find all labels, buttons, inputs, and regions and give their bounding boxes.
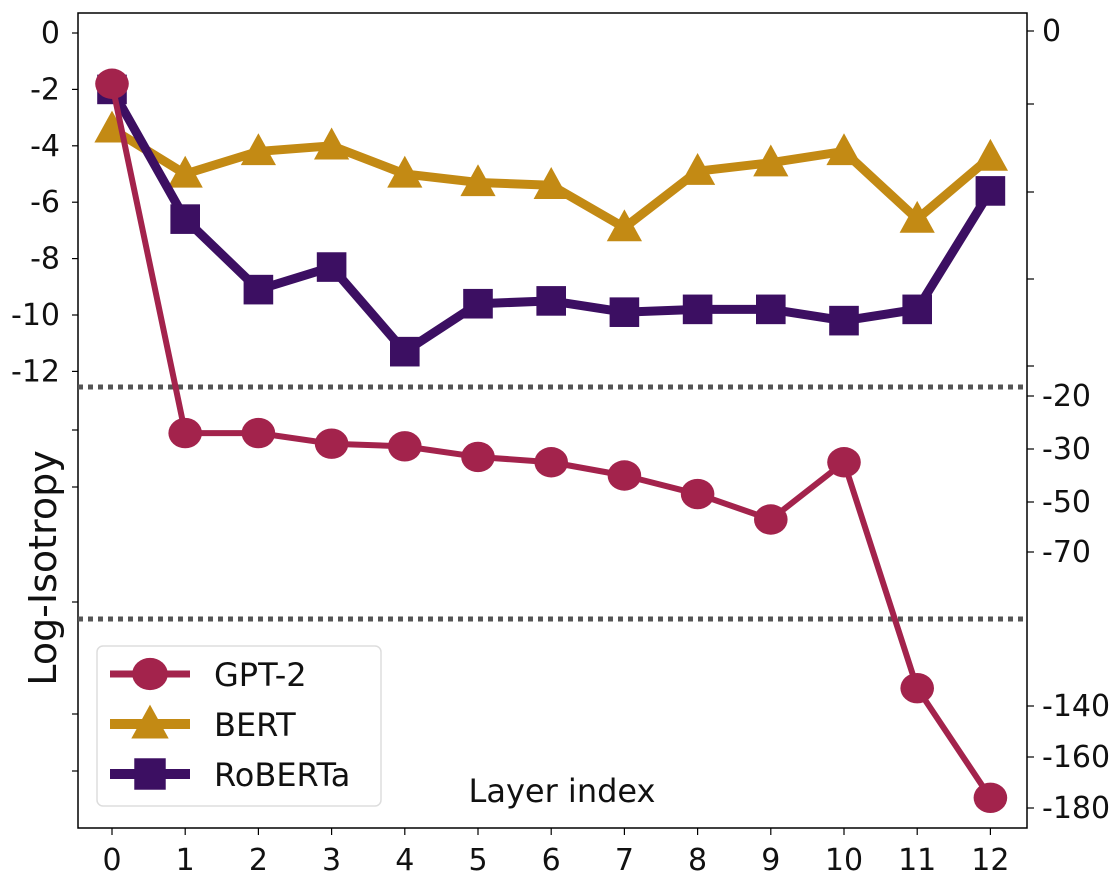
data-point-roberta (975, 176, 1006, 206)
legend-marker-roberta (134, 758, 166, 790)
legend-label-gpt-2: GPT-2 (214, 656, 307, 694)
right-y-tick-label: -50 (1042, 485, 1091, 520)
legend-box (96, 645, 382, 807)
data-point-gpt-2 (95, 68, 129, 99)
x-tick-label: 8 (688, 843, 707, 878)
data-point-roberta (463, 288, 493, 319)
x-tick-label: 12 (971, 843, 1009, 878)
data-point-gpt-2 (168, 417, 202, 449)
data-point-roberta (170, 204, 200, 234)
data-point-bert (387, 155, 423, 188)
left-y-tick-label: -6 (30, 185, 60, 220)
data-point-roberta (243, 274, 274, 305)
data-point-roberta (390, 336, 420, 367)
data-point-bert (899, 200, 935, 233)
legend-label-roberta: RoBERTa (214, 756, 350, 794)
legend-marker-bert (131, 704, 169, 739)
series-gpt-2 (95, 68, 1008, 813)
left-y-tick-label: 0 (41, 16, 60, 51)
data-point-gpt-2 (388, 431, 422, 462)
data-point-gpt-2 (534, 447, 568, 478)
legend-label-bert: BERT (214, 706, 296, 744)
right-y-tick-label: -30 (1042, 432, 1091, 467)
x-tick-label: 9 (761, 843, 780, 878)
data-point-gpt-2 (754, 504, 788, 535)
data-point-roberta (829, 305, 859, 336)
x-tick-label: 7 (615, 843, 634, 878)
data-point-gpt-2 (461, 441, 495, 473)
data-point-gpt-2 (900, 672, 934, 704)
x-tick-label: 10 (825, 843, 863, 878)
left-y-tick-label: -8 (30, 242, 60, 277)
left-y-tick-label: -12 (11, 354, 60, 389)
data-point-bert (167, 155, 203, 188)
x-tick-label: 2 (249, 843, 268, 878)
data-point-bert (460, 164, 496, 197)
left-y-tick-label: -4 (30, 129, 60, 164)
data-point-bert (680, 152, 716, 185)
x-tick-label: 3 (322, 843, 341, 878)
right-y-tick-label: -140 (1042, 689, 1110, 724)
data-point-bert (826, 133, 862, 166)
data-point-gpt-2 (314, 428, 349, 459)
right-y-tick-label: -20 (1042, 379, 1091, 414)
legend-marker-gpt-2 (132, 657, 168, 691)
x-tick-label: 4 (395, 843, 414, 878)
data-point-gpt-2 (973, 782, 1008, 813)
data-point-gpt-2 (607, 460, 642, 491)
x-tick-label: 6 (542, 843, 561, 878)
data-point-roberta (902, 294, 932, 325)
series-bert (94, 110, 1008, 242)
data-point-gpt-2 (241, 417, 276, 449)
plot-frame (77, 12, 1028, 829)
left-y-tick-label: -10 (11, 298, 60, 333)
data-point-roberta (316, 252, 347, 282)
data-point-bert (533, 167, 569, 199)
data-point-roberta (609, 297, 640, 327)
data-point-roberta (756, 294, 786, 325)
y-axis-label: Log-Isotropy (21, 450, 65, 685)
x-tick-label: 5 (468, 843, 487, 878)
left-y-tick-label: -2 (30, 72, 60, 107)
x-tick-label: 11 (898, 843, 936, 878)
right-y-tick-label: -160 (1042, 740, 1110, 775)
data-point-roberta (682, 294, 713, 325)
x-tick-label: 1 (176, 843, 195, 878)
series-roberta (97, 74, 1006, 367)
data-point-bert (753, 144, 789, 177)
data-point-gpt-2 (827, 447, 861, 478)
data-point-bert (972, 138, 1008, 171)
x-axis-label: Layer index (469, 772, 656, 810)
legend: GPT-2 BERT RoBERTa (96, 645, 382, 807)
data-point-gpt-2 (680, 478, 715, 510)
right-y-tick-label: 0 (1042, 14, 1061, 49)
data-point-bert (240, 133, 276, 166)
data-point-bert (606, 209, 642, 242)
x-tick-label: 0 (102, 843, 121, 878)
data-point-bert (314, 127, 350, 160)
right-y-tick-label: -70 (1042, 535, 1091, 570)
data-point-roberta (536, 286, 566, 316)
right-y-tick-label: -180 (1042, 791, 1110, 826)
